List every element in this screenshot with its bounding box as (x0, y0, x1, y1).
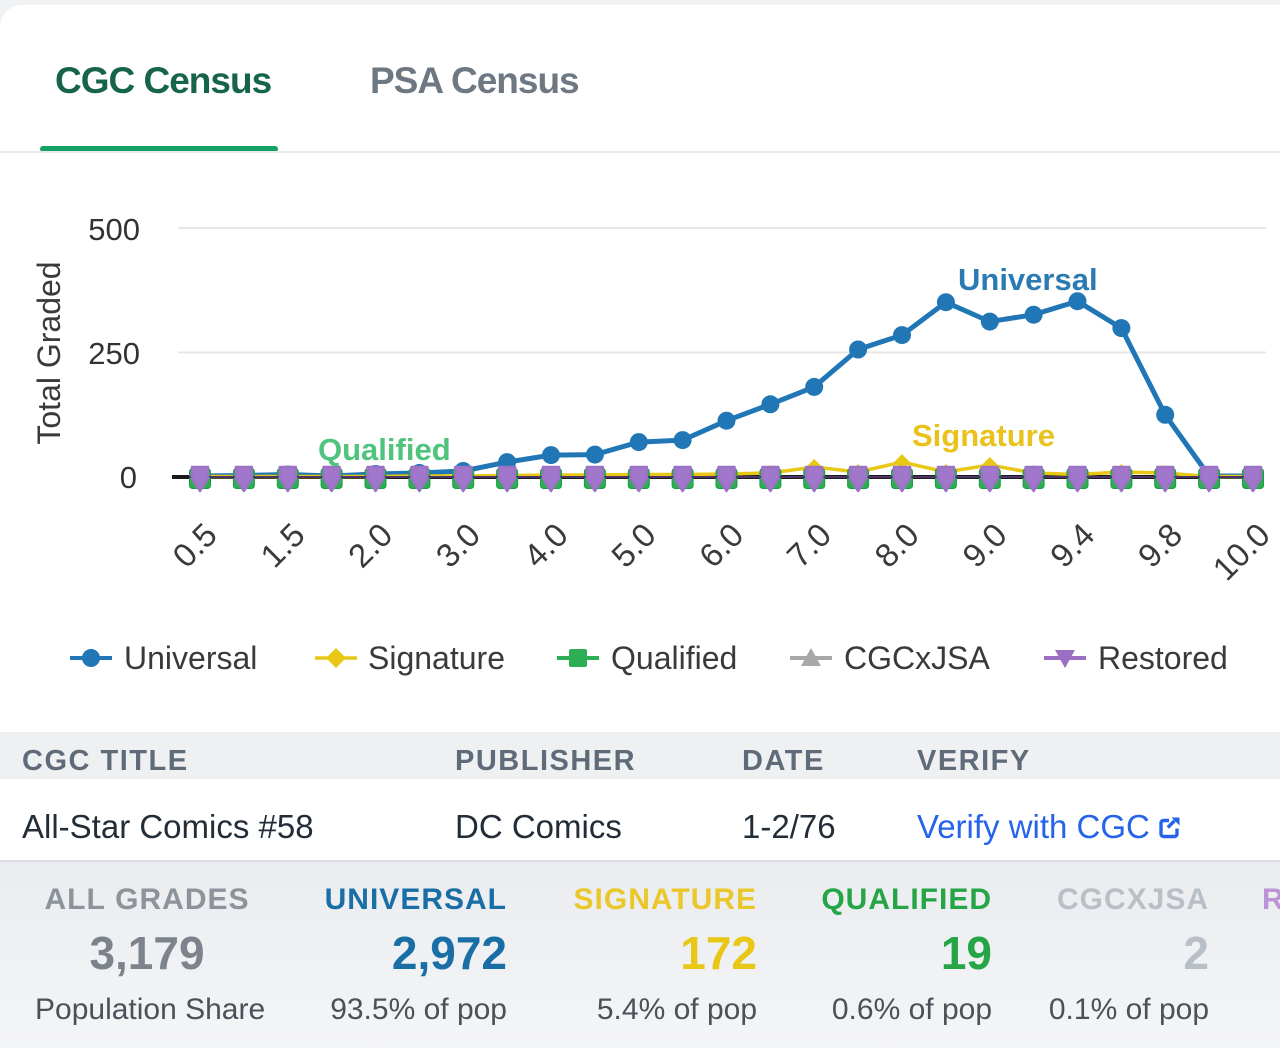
svg-text:6.0: 6.0 (692, 516, 751, 575)
svg-text:0: 0 (120, 460, 137, 495)
svg-text:7.0: 7.0 (780, 516, 839, 575)
svg-text:9.8: 9.8 (1131, 516, 1190, 575)
svg-text:Universal: Universal (958, 262, 1098, 297)
svg-text:CGCxJSA: CGCxJSA (844, 640, 990, 676)
svg-text:9.0: 9.0 (955, 516, 1014, 575)
svg-text:Total Graded: Total Graded (31, 261, 67, 444)
svg-text:Signature: Signature (368, 640, 505, 676)
svg-text:500: 500 (88, 212, 140, 247)
svg-text:1.5: 1.5 (253, 516, 312, 575)
svg-text:Universal: Universal (124, 640, 257, 676)
svg-text:10.0: 10.0 (1205, 516, 1277, 588)
svg-text:2.0: 2.0 (341, 516, 400, 575)
svg-text:0.5: 0.5 (165, 516, 224, 575)
svg-text:250: 250 (88, 336, 140, 371)
svg-text:Signature: Signature (912, 418, 1055, 453)
svg-text:3.0: 3.0 (429, 516, 488, 575)
svg-text:8.0: 8.0 (867, 516, 926, 575)
svg-text:Qualified: Qualified (318, 432, 451, 467)
svg-text:Qualified: Qualified (611, 640, 737, 676)
svg-text:5.0: 5.0 (604, 516, 663, 575)
svg-text:9.4: 9.4 (1043, 516, 1102, 575)
svg-text:4.0: 4.0 (516, 516, 575, 575)
svg-text:Restored: Restored (1098, 640, 1228, 676)
